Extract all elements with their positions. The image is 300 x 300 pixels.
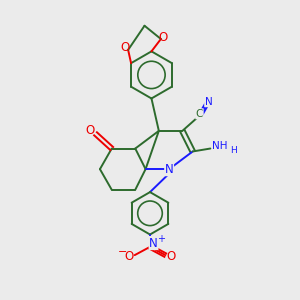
Text: −: −	[118, 247, 127, 256]
Text: N: N	[149, 236, 158, 250]
Text: C: C	[196, 109, 203, 119]
Text: +: +	[157, 234, 165, 244]
Text: O: O	[159, 31, 168, 44]
Text: N: N	[165, 163, 173, 176]
Text: O: O	[85, 124, 95, 137]
Text: NH: NH	[212, 141, 227, 151]
Text: O: O	[124, 250, 134, 263]
Text: H: H	[230, 146, 237, 155]
Text: O: O	[167, 250, 176, 263]
Text: N: N	[205, 97, 212, 107]
Text: O: O	[120, 41, 129, 54]
